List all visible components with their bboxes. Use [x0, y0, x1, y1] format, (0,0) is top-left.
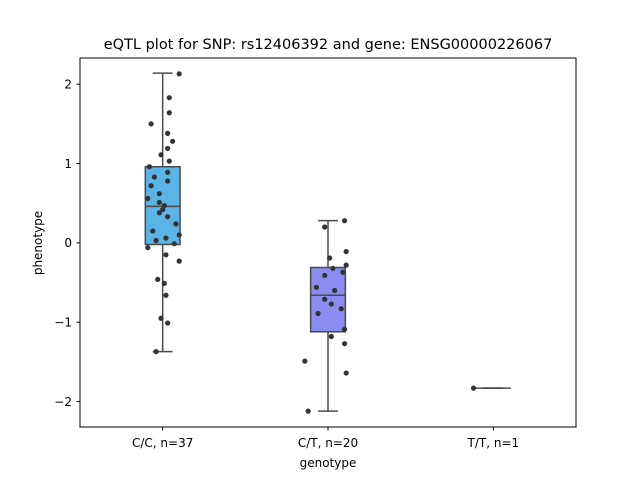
- data-point: [343, 262, 349, 268]
- data-point: [166, 95, 172, 101]
- iqr-box: [309, 266, 347, 333]
- data-point: [165, 130, 171, 136]
- y-tick-label: −1: [54, 316, 72, 330]
- data-point: [166, 110, 172, 116]
- data-point: [145, 195, 151, 202]
- data-point: [155, 276, 161, 282]
- data-point: [165, 145, 171, 152]
- data-point: [146, 164, 153, 170]
- data-point: [328, 333, 334, 340]
- data-point: [305, 408, 311, 414]
- data-point: [176, 71, 182, 77]
- data-point: [163, 292, 169, 298]
- data-point: [176, 258, 182, 264]
- data-point: [341, 326, 348, 332]
- data-point: [341, 218, 348, 224]
- data-point: [151, 174, 157, 180]
- data-point: [165, 169, 171, 175]
- x-tick-label: C/C, n=37: [132, 436, 193, 450]
- data-point: [165, 320, 171, 326]
- data-point: [166, 158, 172, 164]
- data-point: [156, 199, 162, 206]
- box-group-1: [309, 219, 347, 412]
- chart-title: eQTL plot for SNP: rs12406392 and gene: …: [104, 37, 553, 53]
- data-point: [176, 232, 182, 238]
- data-point: [161, 203, 167, 209]
- data-point: [165, 214, 171, 220]
- data-point: [153, 349, 159, 355]
- data-point: [163, 252, 169, 258]
- data-point: [145, 245, 151, 251]
- data-point: [313, 284, 320, 290]
- data-point: [327, 255, 333, 261]
- data-point: [343, 249, 349, 255]
- data-point: [158, 315, 164, 321]
- x-tick-label: T/T, n=1: [467, 436, 520, 450]
- data-points: [145, 71, 477, 414]
- data-point: [330, 265, 336, 271]
- data-point: [160, 206, 166, 213]
- x-tick-label: C/T, n=20: [298, 436, 358, 450]
- data-point: [165, 178, 171, 184]
- data-point: [332, 287, 338, 294]
- x-axis-label: genotype: [300, 456, 357, 470]
- data-point: [322, 272, 328, 279]
- y-axis: −2 −1 0 1 2: [54, 77, 80, 409]
- data-point: [148, 121, 154, 127]
- data-point: [470, 385, 477, 391]
- y-axis-label: phenotype: [31, 211, 45, 275]
- data-point: [341, 341, 348, 347]
- y-tick-label: −2: [54, 395, 72, 409]
- data-point: [148, 183, 154, 189]
- data-point: [153, 237, 159, 244]
- data-point: [338, 306, 344, 312]
- data-point: [343, 370, 349, 376]
- x-axis: C/C, n=37 C/T, n=20 T/T, n=1: [132, 427, 519, 450]
- data-point: [158, 152, 164, 158]
- data-point: [322, 296, 328, 302]
- data-point: [322, 224, 328, 230]
- data-point: [173, 221, 179, 227]
- data-point: [171, 241, 177, 247]
- data-point: [150, 228, 156, 234]
- data-point: [340, 269, 346, 275]
- data-point: [328, 301, 334, 307]
- y-tick-label: 2: [64, 77, 72, 91]
- plot-area: [144, 71, 511, 414]
- data-point: [156, 210, 162, 216]
- data-point: [169, 138, 176, 144]
- data-point: [302, 358, 308, 364]
- data-point: [156, 191, 162, 197]
- data-point: [163, 235, 169, 241]
- y-tick-label: 0: [64, 236, 72, 250]
- y-tick-label: 1: [64, 157, 72, 171]
- data-point: [315, 310, 321, 317]
- data-point: [161, 280, 167, 286]
